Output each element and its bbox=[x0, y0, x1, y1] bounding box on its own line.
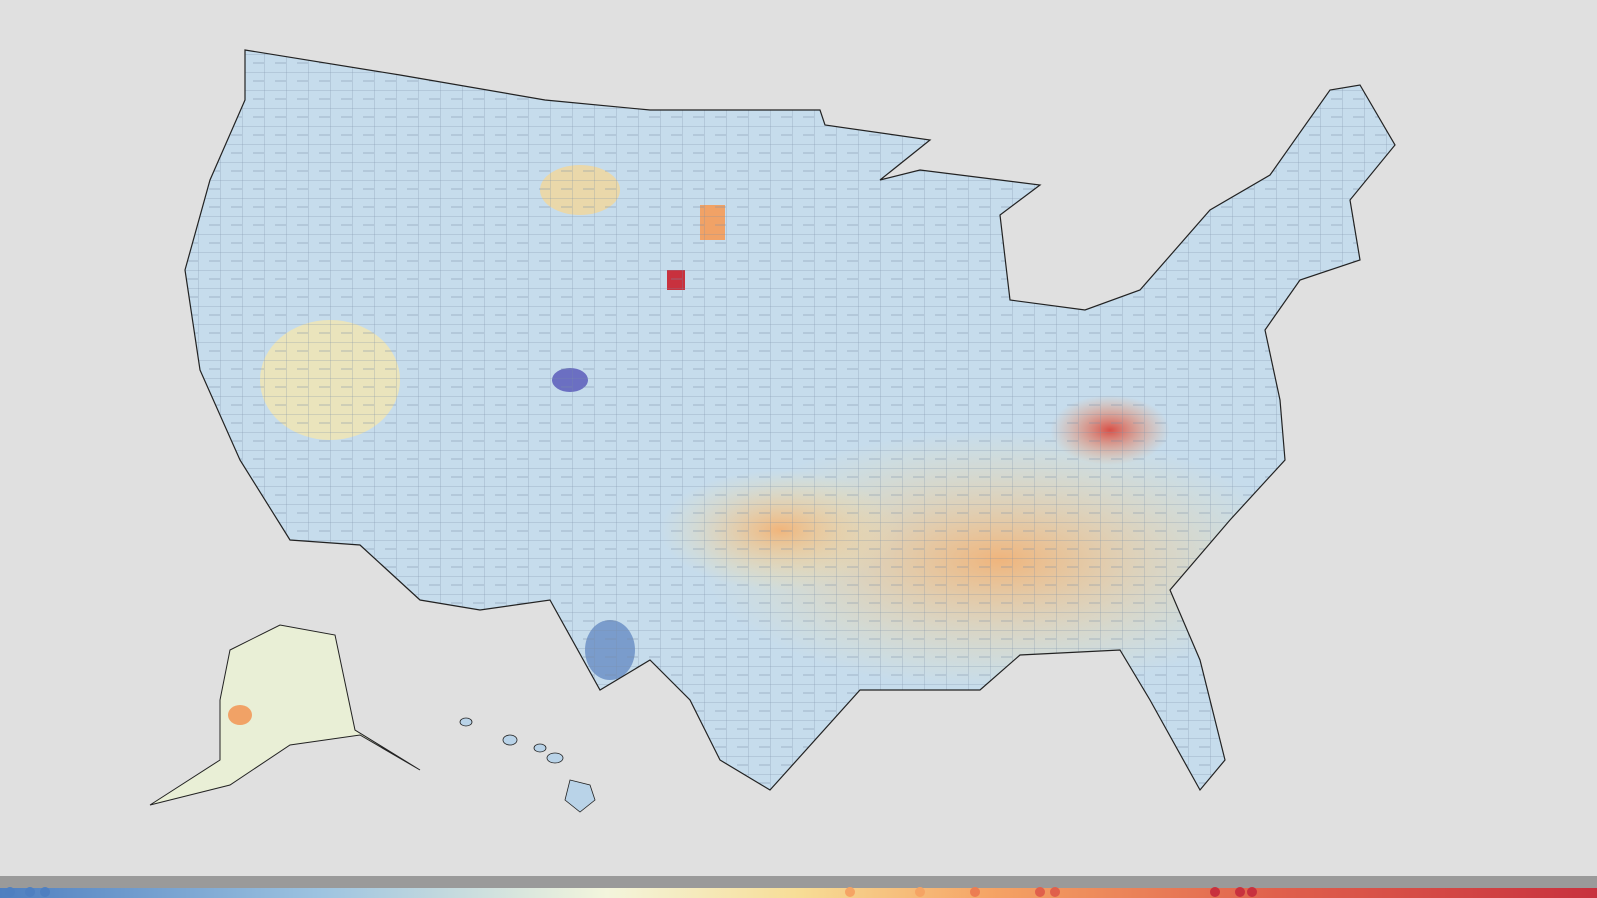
alaska bbox=[149, 624, 421, 806]
color-scale bbox=[0, 888, 1597, 898]
us-outline bbox=[184, 49, 1396, 792]
hawaii bbox=[459, 717, 596, 813]
scale-dots bbox=[5, 887, 1257, 897]
region bbox=[228, 705, 252, 725]
